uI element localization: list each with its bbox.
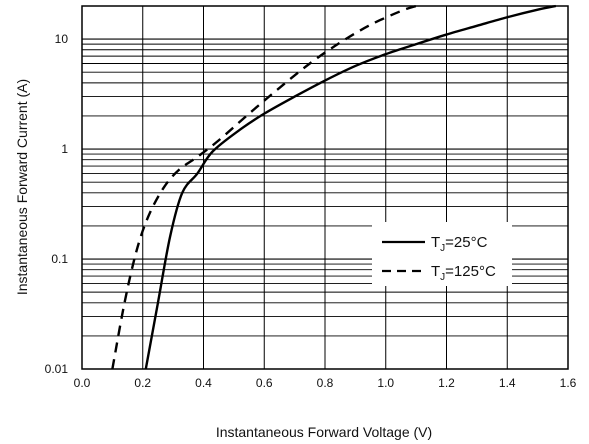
series-layer (111, 4, 557, 370)
plot-frame (81, 5, 569, 370)
legend-label-125c: TJ=125°C (431, 263, 496, 283)
x-tick-label: 1.6 (560, 376, 577, 390)
x-tick-labels: 0.0 0.2 0.4 0.6 0.8 1.0 1.2 1.4 1.6 (74, 376, 577, 390)
legend-label-25c: TJ=25°C (431, 234, 488, 254)
x-tick-label: 1.4 (499, 376, 516, 390)
x-tick-label: 1.2 (438, 376, 455, 390)
y-tick-label: 0.01 (45, 362, 69, 376)
x-tick-label: 0.8 (317, 376, 334, 390)
y-axis-title: Instantaneous Forward Current (A) (14, 79, 30, 295)
x-tick-label: 0.6 (256, 376, 273, 390)
x-tick-label: 1.0 (377, 376, 394, 390)
y-tick-label: 1 (61, 142, 68, 156)
y-tick-label: 10 (55, 32, 69, 46)
legend: TJ=25°C TJ=125°C (372, 222, 512, 286)
x-tick-label: 0.2 (134, 376, 151, 390)
series-125c-line (111, 4, 417, 370)
y-tick-labels: 0.01 0.1 1 10 (45, 32, 69, 376)
x-tick-label: 0.4 (195, 376, 212, 390)
y-tick-label: 0.1 (51, 252, 68, 266)
series-25c-line (144, 4, 557, 370)
x-tick-label: 0.0 (74, 376, 91, 390)
legend-box (372, 222, 512, 286)
x-axis-title: Instantaneous Forward Voltage (V) (216, 424, 432, 440)
